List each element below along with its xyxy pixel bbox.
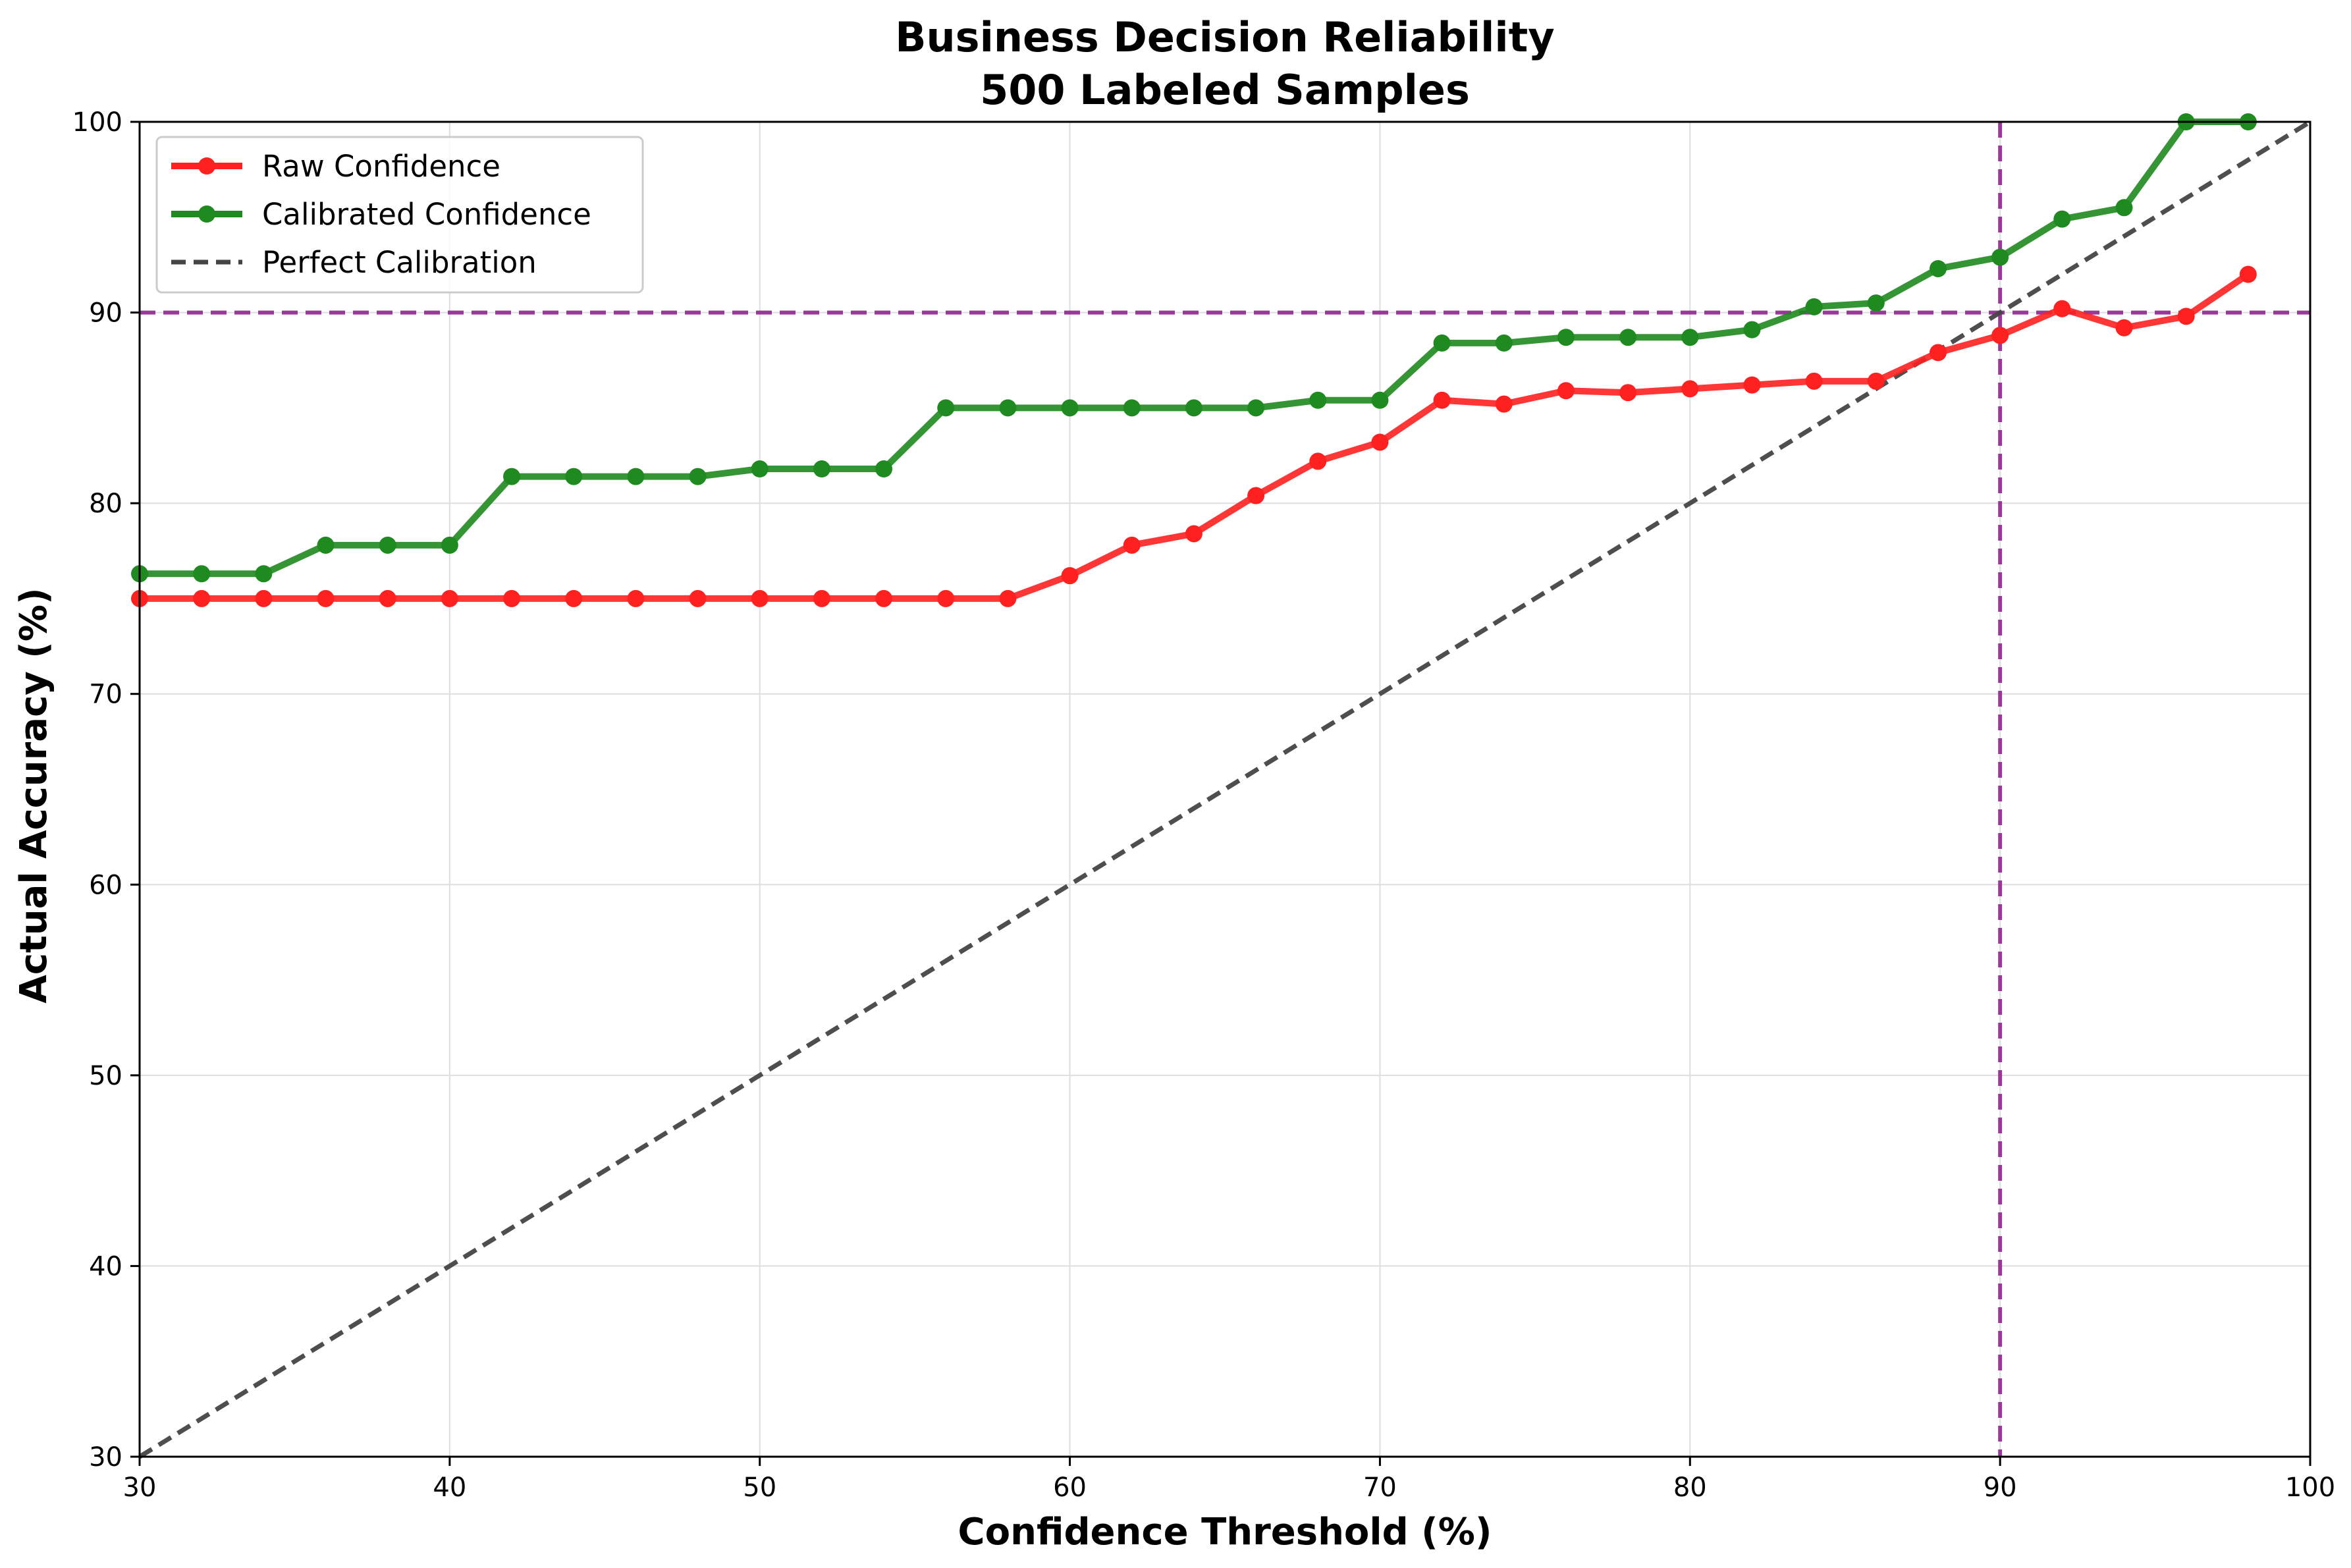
data-point-raw-confidence	[2239, 265, 2257, 283]
x-tick-label: 50	[743, 1473, 776, 1503]
data-point-raw-confidence	[2115, 319, 2133, 337]
data-point-raw-confidence	[1309, 452, 1327, 470]
y-tick-label: 30	[89, 1442, 122, 1473]
x-axis-label: Confidence Threshold (%)	[958, 1511, 1492, 1554]
data-point-calibrated-confidence	[379, 536, 396, 554]
data-point-calibrated-confidence	[627, 468, 645, 485]
legend: Raw Confidence Calibrated Confidence Perfe…	[155, 136, 644, 294]
data-point-calibrated-confidence	[255, 565, 273, 583]
data-point-calibrated-confidence	[751, 460, 769, 478]
data-point-calibrated-confidence	[1123, 399, 1141, 417]
data-point-calibrated-confidence	[317, 536, 335, 554]
data-point-calibrated-confidence	[1185, 399, 1203, 417]
data-point-calibrated-confidence	[1309, 391, 1327, 409]
y-tick-label: 50	[89, 1061, 122, 1091]
data-point-calibrated-confidence	[813, 460, 830, 478]
data-point-calibrated-confidence	[1433, 334, 1451, 352]
data-point-raw-confidence	[2177, 308, 2195, 325]
y-tick-label: 40	[89, 1251, 122, 1282]
data-point-calibrated-confidence	[1619, 329, 1637, 346]
data-point-raw-confidence	[689, 589, 707, 607]
legend-label: Perfect Calibration	[262, 245, 537, 280]
legend-swatch-marker	[198, 157, 215, 175]
data-point-raw-confidence	[503, 589, 521, 607]
data-point-calibrated-confidence	[937, 399, 955, 417]
legend-box	[155, 136, 644, 294]
data-point-raw-confidence	[1433, 391, 1451, 409]
data-point-calibrated-confidence	[503, 468, 521, 485]
data-point-raw-confidence	[565, 589, 583, 607]
y-tick-label: 100	[72, 107, 122, 138]
data-point-raw-confidence	[2053, 300, 2071, 317]
x-tick-label: 30	[123, 1473, 157, 1503]
data-point-raw-confidence	[1185, 525, 1203, 543]
y-tick-label: 60	[89, 870, 122, 900]
data-point-calibrated-confidence	[1681, 329, 1699, 346]
data-point-calibrated-confidence	[1247, 399, 1265, 417]
data-point-calibrated-confidence	[689, 468, 707, 485]
data-point-calibrated-confidence	[999, 399, 1017, 417]
data-point-raw-confidence	[751, 589, 769, 607]
data-point-calibrated-confidence	[1929, 259, 1947, 277]
y-tick-label: 80	[89, 489, 122, 519]
data-point-calibrated-confidence	[193, 565, 211, 583]
x-tick-label: 70	[1363, 1473, 1397, 1503]
x-tick-label: 40	[433, 1473, 466, 1503]
y-tick-label: 70	[89, 680, 122, 710]
data-point-raw-confidence	[1805, 372, 1823, 390]
data-point-calibrated-confidence	[1557, 329, 1575, 346]
data-point-raw-confidence	[1247, 487, 1265, 504]
data-point-raw-confidence	[875, 589, 893, 607]
data-point-calibrated-confidence	[1061, 399, 1079, 417]
data-point-raw-confidence	[1123, 536, 1141, 554]
data-point-raw-confidence	[441, 589, 458, 607]
plot-frame	[138, 121, 2311, 1458]
data-point-calibrated-confidence	[1371, 391, 1389, 409]
legend-label: Raw Confidence	[262, 149, 500, 184]
data-point-raw-confidence	[1991, 327, 2009, 344]
data-point-raw-confidence	[1867, 372, 1885, 390]
data-point-calibrated-confidence	[1991, 248, 2009, 266]
chart-subtitle: 500 Labeled Samples	[980, 66, 1470, 114]
data-point-raw-confidence	[1929, 344, 1947, 362]
data-point-raw-confidence	[193, 589, 211, 607]
data-point-calibrated-confidence	[565, 468, 583, 485]
data-point-raw-confidence	[1557, 382, 1575, 400]
data-point-calibrated-confidence	[441, 536, 458, 554]
data-point-calibrated-confidence	[1743, 321, 1761, 338]
data-point-raw-confidence	[1061, 567, 1079, 585]
y-tick-label: 90	[89, 298, 122, 329]
data-point-raw-confidence	[937, 589, 955, 607]
data-point-calibrated-confidence	[1495, 334, 1513, 352]
data-point-calibrated-confidence	[2115, 199, 2133, 217]
x-tick-label: 100	[2285, 1473, 2335, 1503]
data-point-raw-confidence	[255, 589, 273, 607]
data-point-raw-confidence	[1743, 376, 1761, 394]
data-point-raw-confidence	[813, 589, 830, 607]
data-point-raw-confidence	[1371, 433, 1389, 451]
chart-title: Business Decision Reliability	[895, 13, 1554, 61]
legend-swatch-marker	[198, 205, 215, 223]
data-point-raw-confidence	[999, 589, 1017, 607]
x-tick-label: 80	[1673, 1473, 1707, 1503]
y-axis-label: Actual Accuracy (%)	[13, 587, 55, 1003]
x-tick-label: 90	[1984, 1473, 2017, 1503]
data-point-raw-confidence	[317, 589, 335, 607]
data-point-calibrated-confidence	[2053, 210, 2071, 228]
data-point-raw-confidence	[627, 589, 645, 607]
data-point-calibrated-confidence	[1867, 294, 1885, 312]
data-point-raw-confidence	[1495, 395, 1513, 413]
data-point-calibrated-confidence	[1805, 298, 1823, 315]
data-point-raw-confidence	[379, 589, 396, 607]
data-point-raw-confidence	[1681, 380, 1699, 398]
x-tick-label: 60	[1053, 1473, 1087, 1503]
legend-label: Calibrated Confidence	[262, 197, 591, 232]
data-point-raw-confidence	[1619, 384, 1637, 402]
data-point-calibrated-confidence	[875, 460, 893, 478]
